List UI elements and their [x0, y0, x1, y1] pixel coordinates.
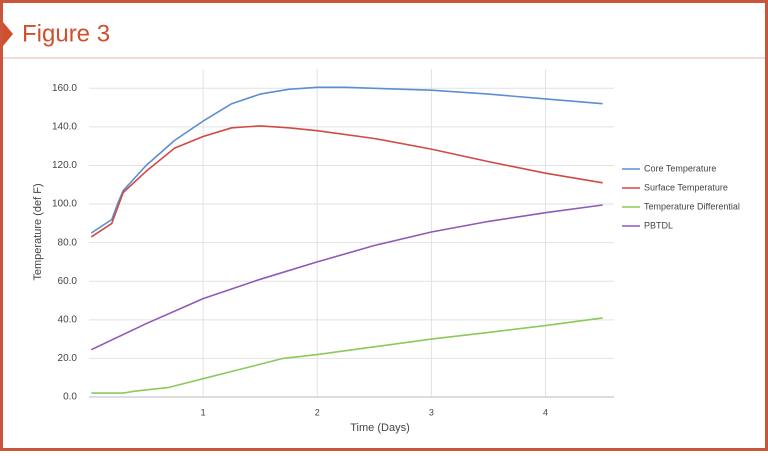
y-tick-label: 60.0 — [58, 276, 78, 287]
legend-label: Temperature Differential — [644, 201, 740, 211]
x-tick-label: 4 — [543, 407, 548, 417]
y-tick-label: 160.0 — [52, 83, 77, 94]
legend-label: PBTDL — [644, 220, 673, 230]
legend-label: Surface Temperature — [644, 182, 728, 192]
x-tick-label: 2 — [315, 407, 320, 417]
y-tick-label: 140.0 — [52, 122, 77, 133]
x-axis-label: Time (Days) — [350, 422, 409, 434]
y-tick-label: 20.0 — [58, 353, 78, 364]
series-line — [90, 204, 603, 351]
y-tick-label: 120.0 — [52, 160, 77, 171]
y-tick-label: 40.0 — [58, 314, 78, 325]
chart-title: Figure 3 — [22, 20, 110, 47]
y-tick-label: 100.0 — [52, 199, 77, 210]
series-line — [90, 125, 603, 238]
y-axis-label: Temperature (def F) — [32, 183, 44, 280]
y-tick-label: 80.0 — [58, 237, 78, 248]
series-line — [91, 317, 603, 394]
y-tick-label: 0.0 — [63, 392, 77, 403]
series-line — [90, 86, 603, 234]
legend-label: Core Temperature — [644, 163, 716, 173]
x-tick-label: 1 — [201, 407, 206, 417]
title-marker — [3, 22, 13, 46]
x-tick-label: 3 — [429, 407, 434, 417]
